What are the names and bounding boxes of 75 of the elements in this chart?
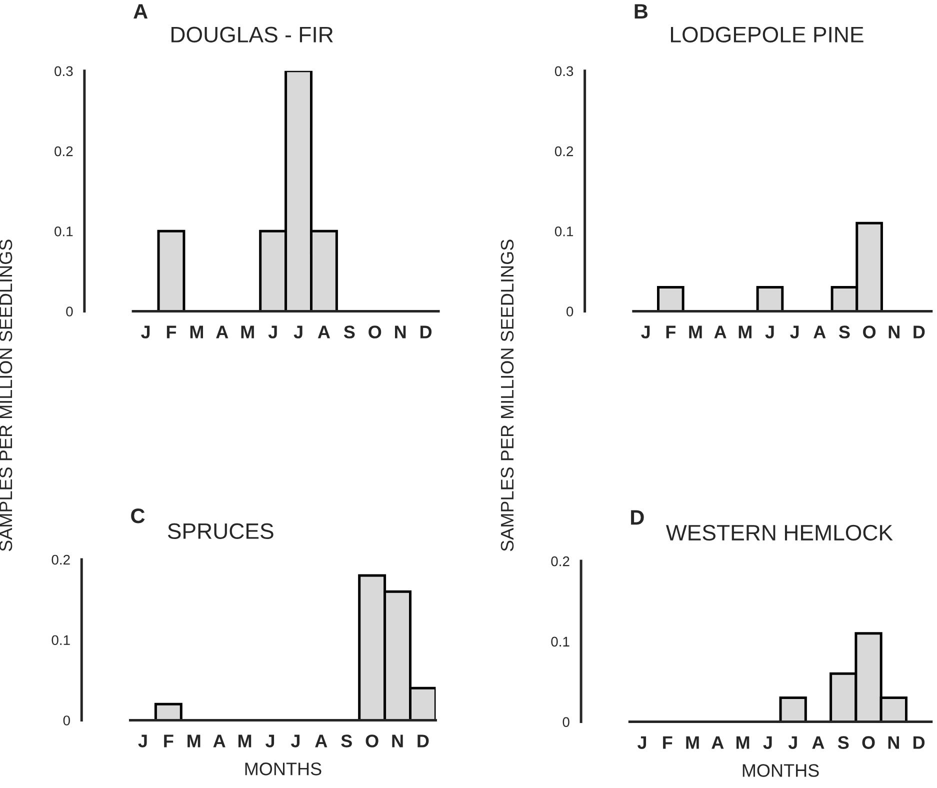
x-tick-label: J (268, 326, 277, 338)
x-tick-label: N (395, 326, 406, 338)
x-tick-label: A (315, 734, 328, 748)
x-tick-label: J (294, 326, 302, 338)
x-tick-label: D (914, 326, 925, 338)
x-tick-label: A (714, 326, 726, 338)
x-tick-label: A (712, 736, 724, 749)
x-tick-label: J (763, 736, 772, 749)
x-tick-label: A (814, 326, 826, 338)
x-tick-label: A (812, 736, 824, 749)
x-tick-label: J (266, 734, 274, 748)
x-tick-label: F (663, 736, 672, 749)
x-tick-label: D (418, 734, 429, 748)
x-tick-label: M (190, 326, 204, 338)
chart-title: SPRUCES (168, 523, 274, 540)
x-tick-label: S (838, 736, 849, 749)
x-tick-label: F (166, 326, 176, 338)
text: D (631, 510, 644, 525)
x-tick-label: J (637, 736, 646, 749)
y-tick-label: 0.2 (554, 146, 573, 156)
y-tick-label: 0 (562, 717, 570, 727)
text: B (634, 4, 648, 19)
y-tick-label: 0.3 (554, 66, 574, 76)
y-tick-label: 0.2 (52, 554, 70, 565)
x-tick-label: A (318, 326, 330, 338)
x-tick-label: J (141, 326, 150, 338)
chart-title: LODGEPOLE PINE (670, 26, 864, 42)
y-tick-label: 0.1 (551, 636, 570, 647)
x-tick-label: O (366, 734, 378, 748)
x-tick-label: S (341, 734, 352, 748)
x-tick-label: J (290, 734, 300, 748)
x-tick-label: S (344, 326, 355, 338)
x-tick-label: M (241, 326, 254, 338)
x-tick-label: J (138, 734, 147, 748)
y-tick-label: 0 (63, 716, 70, 726)
x-tick-label: O (862, 736, 875, 749)
y-tick-label: 0.2 (54, 146, 73, 156)
x-tick-label: J (790, 326, 799, 338)
x-tick-label: D (913, 736, 925, 749)
x-tick-label: A (213, 734, 226, 748)
x-tick-label: S (838, 326, 850, 338)
x-tick-label: J (788, 736, 797, 749)
x-tick-label: M (689, 326, 702, 338)
x-tick-label: M (238, 734, 252, 748)
x-tick-label: D (420, 326, 432, 338)
y-tick-label: 0 (66, 306, 73, 316)
x-tick-label: A (216, 326, 228, 338)
x-tick-label: N (392, 734, 403, 748)
x-tick-label: F (666, 326, 676, 338)
y-tick-label: 0.1 (52, 635, 70, 646)
y-tick-label: 0 (566, 306, 574, 316)
chart-title: DOUGLAS - FIR (172, 26, 333, 42)
x-axis-title: MONTHS (245, 762, 322, 776)
x-tick-label: N (888, 736, 899, 749)
x-tick-label: O (863, 326, 876, 338)
x-tick-label: J (641, 326, 650, 338)
x-tick-label: M (188, 734, 200, 748)
x-axis-title: MONTHS (742, 764, 819, 777)
y-tick-label: 0.3 (54, 66, 73, 76)
text: C (131, 508, 145, 524)
y-tick-label: 0.1 (554, 226, 574, 236)
x-tick-label: M (686, 736, 699, 749)
x-tick-label: M (736, 736, 750, 749)
chart-title: WESTERN HEMLOCK (666, 524, 893, 541)
x-tick-label: F (164, 734, 174, 748)
bar (154, 702, 182, 720)
y-tick-label: 0.1 (54, 226, 73, 236)
x-tick-label: N (888, 326, 900, 338)
x-tick-label: O (368, 326, 382, 338)
bar (779, 696, 807, 722)
text: A (134, 4, 148, 19)
y-axis-title: SAMPLES PER MILLION SEEDLINGS (500, 240, 514, 552)
x-tick-label: J (765, 326, 774, 338)
y-tick-label: 0.2 (551, 556, 570, 566)
x-tick-label: M (738, 326, 752, 338)
